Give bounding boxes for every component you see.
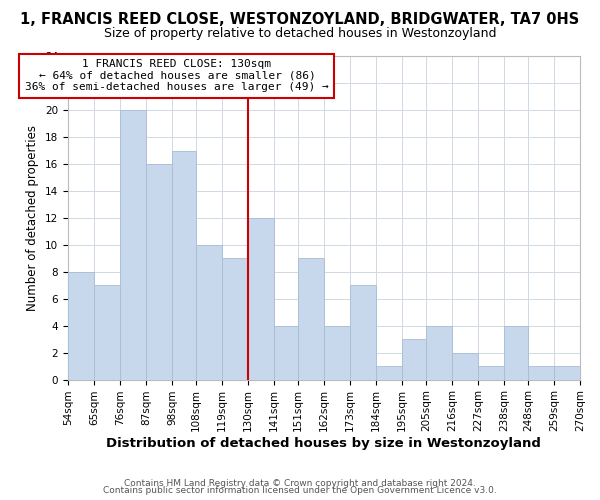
Bar xyxy=(274,326,298,380)
Bar xyxy=(452,352,478,380)
Text: Contains HM Land Registry data © Crown copyright and database right 2024.: Contains HM Land Registry data © Crown c… xyxy=(124,478,476,488)
Bar xyxy=(324,326,350,380)
Bar xyxy=(350,286,376,380)
Bar xyxy=(222,258,248,380)
Bar xyxy=(94,286,120,380)
Bar xyxy=(528,366,554,380)
Bar xyxy=(146,164,172,380)
Bar xyxy=(402,339,426,380)
Y-axis label: Number of detached properties: Number of detached properties xyxy=(26,125,40,311)
Bar xyxy=(504,326,528,380)
Bar xyxy=(196,245,222,380)
Bar xyxy=(172,150,196,380)
Bar xyxy=(298,258,324,380)
X-axis label: Distribution of detached houses by size in Westonzoyland: Distribution of detached houses by size … xyxy=(106,437,541,450)
Bar xyxy=(554,366,580,380)
Text: Size of property relative to detached houses in Westonzoyland: Size of property relative to detached ho… xyxy=(104,28,496,40)
Bar xyxy=(376,366,402,380)
Bar xyxy=(478,366,504,380)
Bar xyxy=(248,218,274,380)
Text: Contains public sector information licensed under the Open Government Licence v3: Contains public sector information licen… xyxy=(103,486,497,495)
Text: 1, FRANCIS REED CLOSE, WESTONZOYLAND, BRIDGWATER, TA7 0HS: 1, FRANCIS REED CLOSE, WESTONZOYLAND, BR… xyxy=(20,12,580,28)
Text: 1 FRANCIS REED CLOSE: 130sqm
← 64% of detached houses are smaller (86)
36% of se: 1 FRANCIS REED CLOSE: 130sqm ← 64% of de… xyxy=(25,59,329,92)
Bar xyxy=(426,326,452,380)
Bar xyxy=(68,272,94,380)
Bar xyxy=(120,110,146,380)
